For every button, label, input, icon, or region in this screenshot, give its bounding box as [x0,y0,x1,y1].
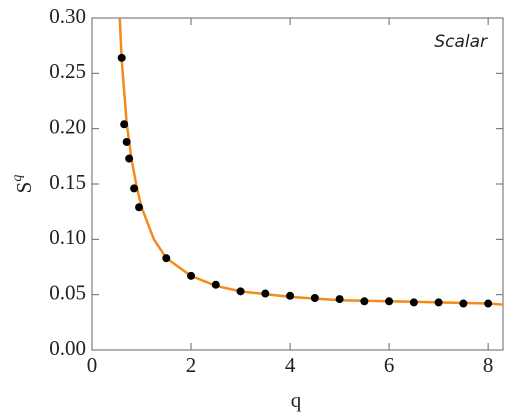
y-label-base: S [12,182,36,194]
x-tick-label: 8 [483,353,494,377]
point [335,295,344,304]
curve [118,18,503,306]
point [385,297,394,306]
point [211,280,220,289]
point [236,287,245,296]
point [135,203,144,212]
point [286,291,295,300]
y-tick-label: 0.05 [49,280,86,304]
point [261,289,270,298]
point [459,299,468,308]
x-tick-label: 4 [285,353,296,377]
annotation: Scalar [434,32,488,52]
point [117,53,126,62]
y-label-sup: q [10,175,25,182]
point [484,299,493,308]
x-tick-label: 0 [87,353,98,377]
point [162,254,171,263]
point [125,154,134,163]
y-tick-label: 0.00 [49,336,86,360]
y-tick-label: 0.30 [49,4,86,28]
y-axis-label: Sq [10,175,36,194]
y-tick-label: 0.10 [49,225,86,249]
x-tick-label: 6 [384,353,395,377]
point [120,120,129,129]
x-axis-label: q [291,388,302,412]
x-tick-label: 2 [186,353,197,377]
y-tick-label: 0.20 [49,114,86,138]
point [122,137,131,146]
y-tick-label: 0.15 [49,170,86,194]
point [434,298,443,307]
point [409,298,418,307]
y-tick-label: 0.25 [49,59,86,83]
point [187,271,196,280]
point [130,184,139,193]
point [360,297,369,306]
point [310,293,319,302]
